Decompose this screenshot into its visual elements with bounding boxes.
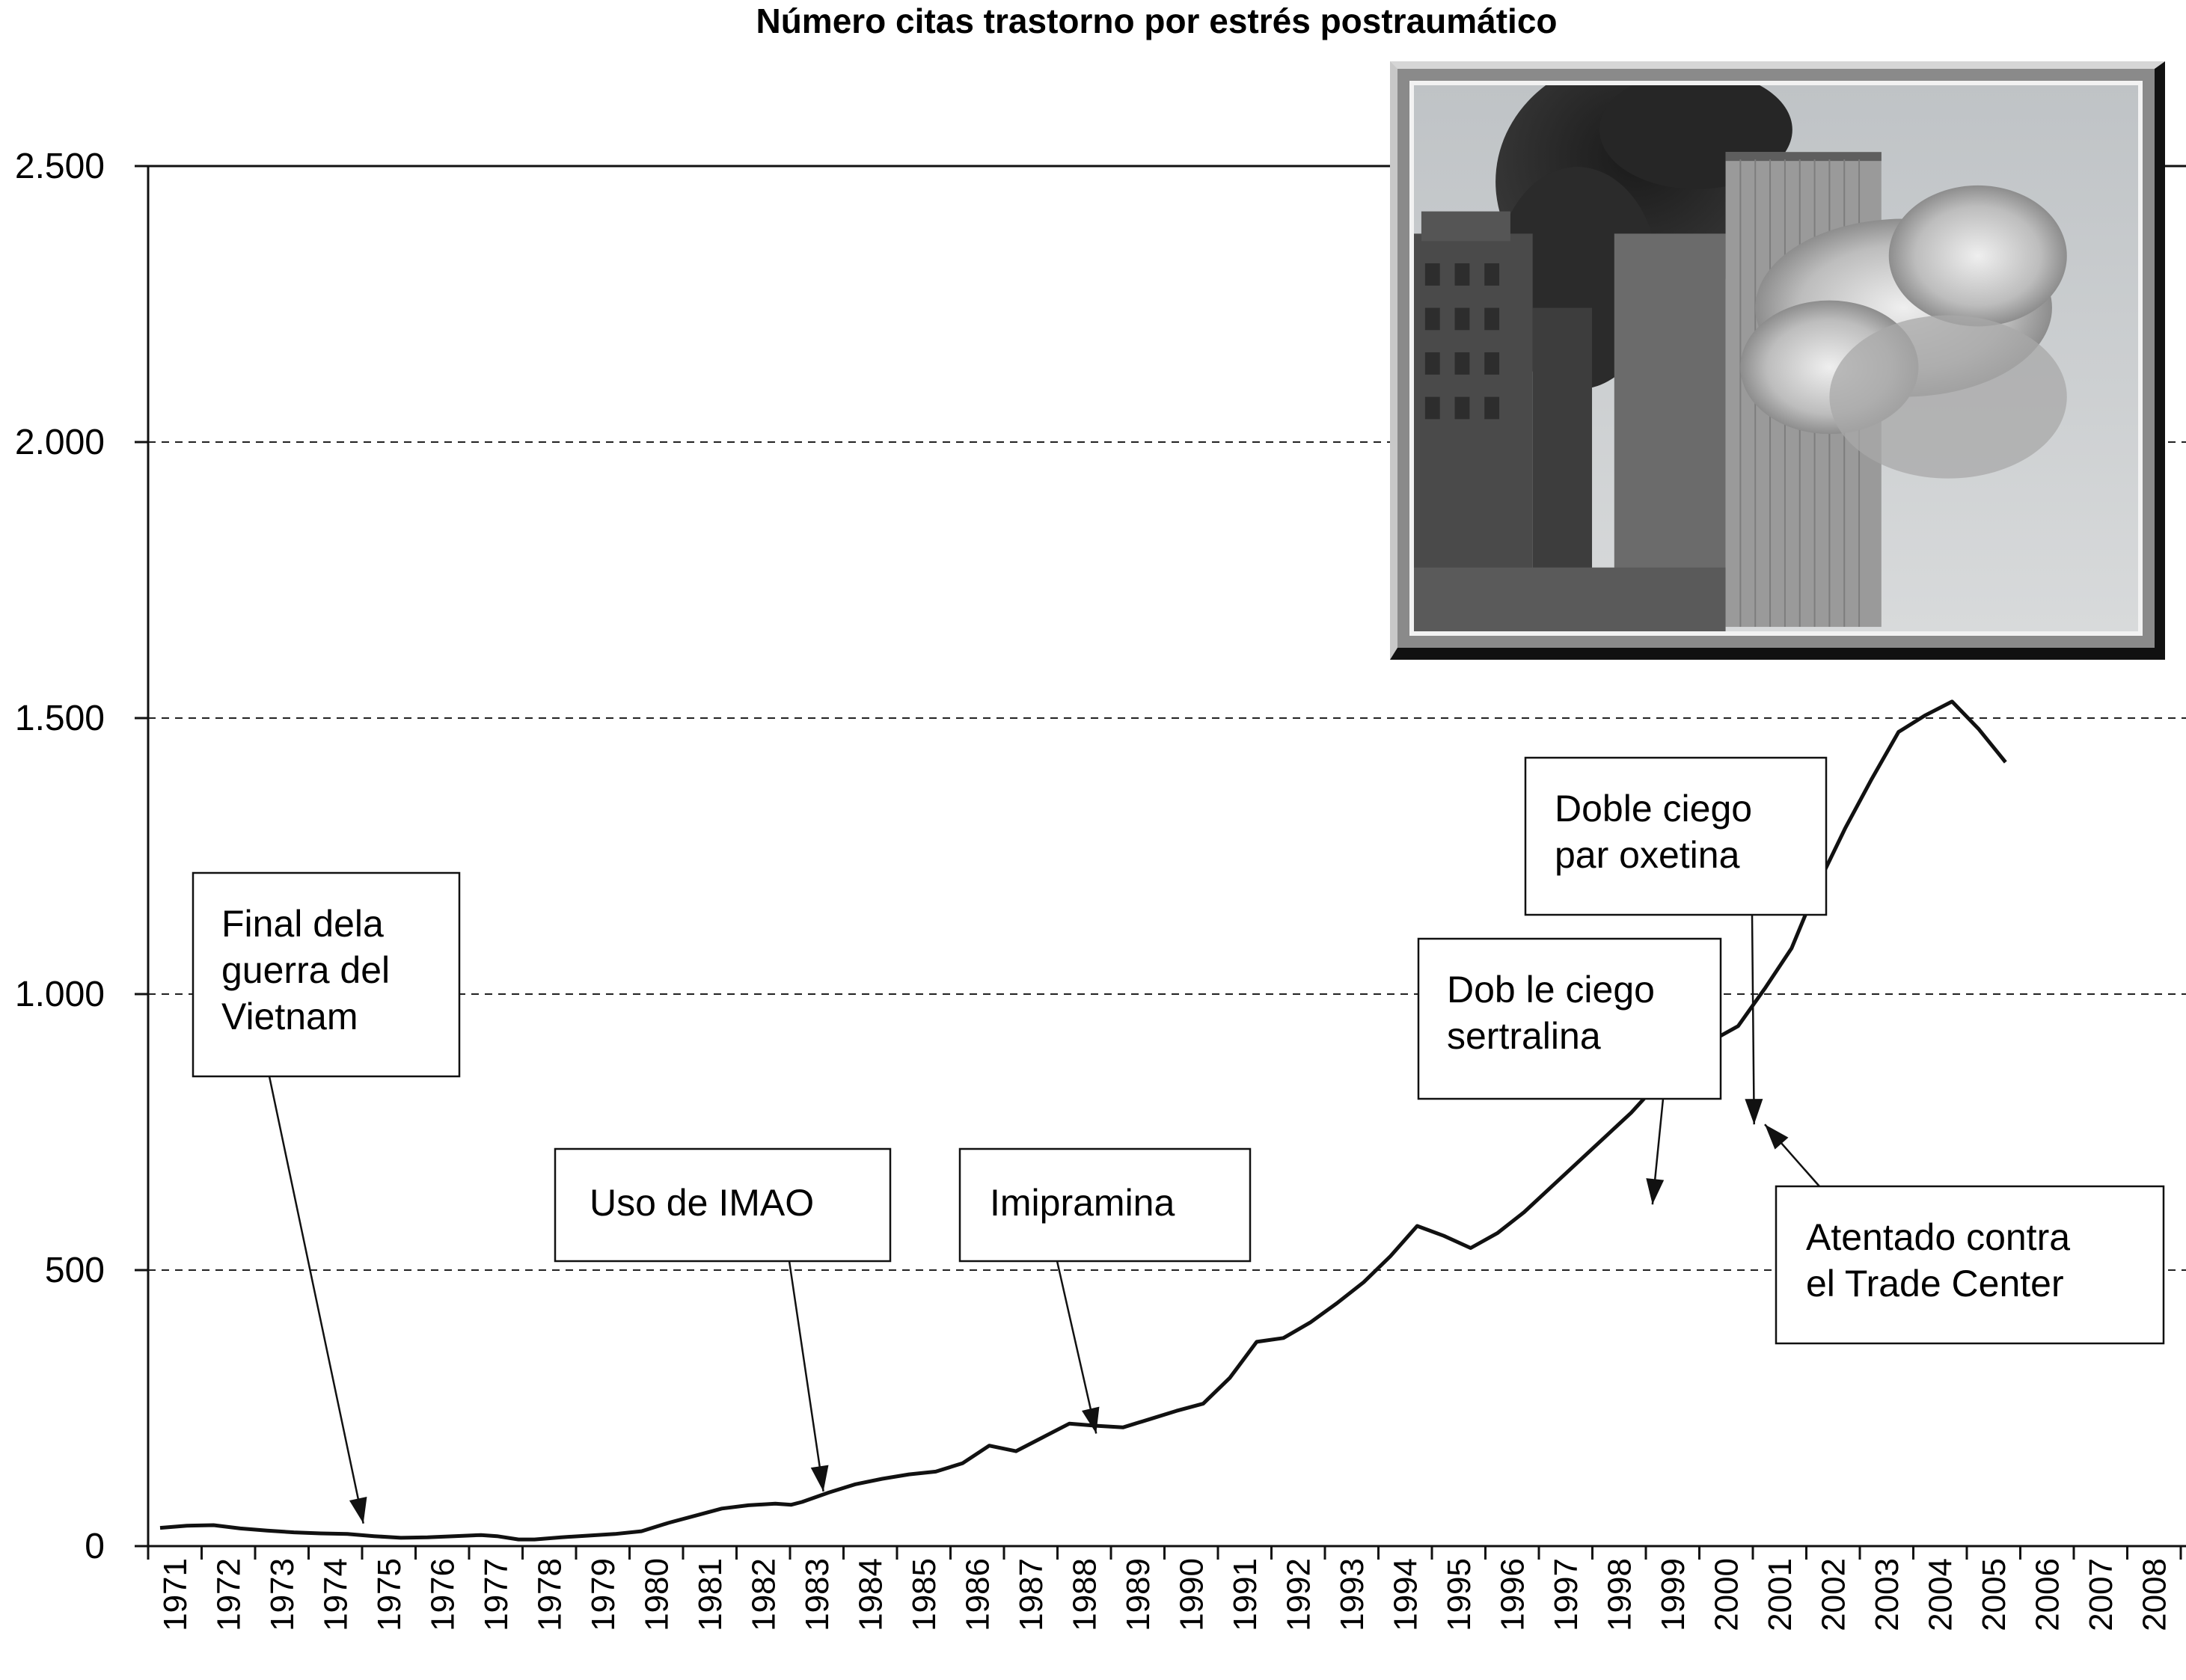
x-tick-label: 1990 <box>1173 1558 1210 1631</box>
annotation-text: Imipramina <box>990 1182 1175 1224</box>
x-tick-label: 1975 <box>371 1558 408 1631</box>
x-tick-label: 1989 <box>1120 1558 1157 1631</box>
x-tick-label: 1980 <box>638 1558 675 1631</box>
annotation-text: par oxetina <box>1555 834 1740 876</box>
annotation-box <box>554 1147 892 1263</box>
x-tick-label: 1998 <box>1601 1558 1638 1631</box>
annotation-arrow-head <box>810 1465 829 1492</box>
x-tick-label: 1988 <box>1066 1558 1103 1631</box>
x-tick-label: 2002 <box>1815 1558 1852 1631</box>
chart-title: Número citas trastorno por estrés postra… <box>756 1 1557 40</box>
y-tick-label: 1.000 <box>15 975 105 1014</box>
annotation-text: Uso de IMAO <box>590 1182 814 1224</box>
x-tick-label: 2008 <box>2136 1558 2173 1631</box>
x-tick-label: 1983 <box>799 1558 836 1631</box>
x-tick-label: 1971 <box>157 1558 194 1631</box>
y-tick-label: 500 <box>45 1251 105 1290</box>
annotation-text: el Trade Center <box>1806 1263 2064 1305</box>
annotation-text: Vietnam <box>221 996 358 1037</box>
annotation-6: Atentado contra el Trade Center <box>1764 1123 2165 1345</box>
annotation-arrow-line <box>788 1260 824 1492</box>
annotation-box <box>192 871 461 1078</box>
x-axis-ticks: 1971 1972 1973 1974 1975 1976 1977 1978 1979 1980… <box>147 1546 2182 1631</box>
annotation-arrow-line <box>1056 1260 1097 1434</box>
annotation-box <box>1524 756 1828 916</box>
x-tick-label: 2003 <box>1869 1558 1905 1631</box>
twin-towers-photo <box>1409 81 2143 636</box>
annotation-arrow-line <box>268 1076 364 1524</box>
annotation-box <box>1775 1185 2165 1345</box>
x-tick-label: 1984 <box>852 1558 889 1631</box>
x-tick-label: 1987 <box>1013 1558 1050 1631</box>
x-tick-label: 1996 <box>1494 1558 1531 1631</box>
x-tick-label: 1978 <box>531 1558 568 1631</box>
annotation-text: Doble ciego <box>1555 788 1752 830</box>
x-tick-label: 1997 <box>1548 1558 1585 1631</box>
x-tick-label: 2004 <box>1922 1558 1959 1631</box>
x-tick-label: 1991 <box>1227 1558 1264 1631</box>
x-tick-label: 1994 <box>1387 1558 1424 1631</box>
x-tick-label: 1992 <box>1280 1558 1317 1631</box>
y-tick-label: 2.500 <box>15 147 105 186</box>
photo-frame <box>1390 61 2165 660</box>
x-tick-label: 1974 <box>317 1558 354 1631</box>
y-tick-label: 0 <box>85 1527 105 1566</box>
y-tick-label: 1.500 <box>15 699 105 738</box>
x-tick-label: 1982 <box>745 1558 782 1631</box>
x-tick-label: 2000 <box>1708 1558 1745 1631</box>
annotation-text: Final dela <box>221 903 384 945</box>
annotation-box <box>1417 937 1722 1100</box>
x-tick-label: 1993 <box>1334 1558 1371 1631</box>
annotation-box <box>958 1147 1252 1263</box>
annotation-arrow-head <box>1646 1178 1665 1205</box>
y-tick-label: 2.000 <box>15 423 105 462</box>
x-tick-label: 1981 <box>692 1558 729 1631</box>
x-tick-label: 1985 <box>906 1558 943 1631</box>
annotation-arrow-line <box>1751 914 1755 1125</box>
x-tick-label: 1972 <box>210 1558 247 1631</box>
annotation-2: Uso de IMAO <box>554 1147 892 1492</box>
annotation-arrow-head <box>1745 1099 1763 1125</box>
x-tick-label: 2001 <box>1762 1558 1798 1631</box>
x-tick-label: 1976 <box>424 1558 461 1631</box>
annotation-text: Dob le ciego <box>1447 969 1655 1011</box>
x-tick-label: 1999 <box>1655 1558 1691 1631</box>
x-tick-label: 1973 <box>264 1558 301 1631</box>
x-tick-label: 2007 <box>2083 1558 2119 1631</box>
annotation-text: Atentado contra <box>1806 1216 2070 1258</box>
annotation-text: sertralina <box>1447 1015 1601 1057</box>
x-tick-label: 1995 <box>1441 1558 1478 1631</box>
x-tick-label: 1986 <box>959 1558 996 1631</box>
annotation-3: Imipramina <box>958 1147 1252 1434</box>
annotation-arrow-head <box>1765 1124 1789 1150</box>
annotation-arrow-head <box>349 1497 367 1524</box>
x-tick-label: 2006 <box>2029 1558 2066 1631</box>
annotation-text: guerra del <box>221 949 390 991</box>
y-axis-ticks: 0 500 1.000 1.500 2.000 2.500 <box>15 147 148 1566</box>
x-tick-label: 2005 <box>1976 1558 2012 1631</box>
annotation-arrow-head <box>1082 1406 1100 1434</box>
x-tick-label: 1977 <box>478 1558 515 1631</box>
x-tick-label: 1979 <box>585 1558 622 1631</box>
